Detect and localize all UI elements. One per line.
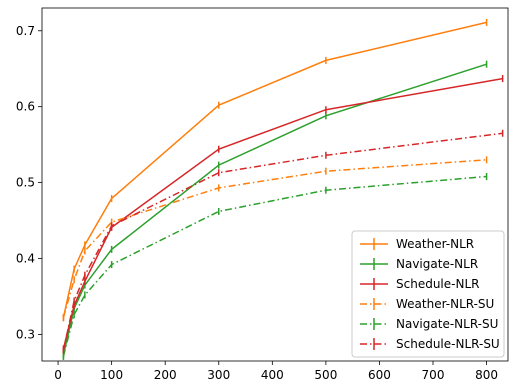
x-tick-label: 0 xyxy=(54,368,62,382)
y-tick-label: 0.7 xyxy=(16,24,35,38)
y-axis: 0.3 0.4 0.5 0.6 0.7 xyxy=(16,24,42,341)
series-weather-nlr-su xyxy=(62,156,488,322)
legend-entry-weather-nlr-su: Weather-NLR-SU xyxy=(360,297,494,311)
legend-entry-navigate-nlr-su: Navigate-NLR-SU xyxy=(360,317,498,331)
x-tick-label: 700 xyxy=(422,368,445,382)
x-tick-label: 300 xyxy=(207,368,230,382)
legend-label: Navigate-NLR-SU xyxy=(396,317,498,331)
legend-box xyxy=(351,230,505,358)
y-tick-label: 0.6 xyxy=(16,100,35,114)
legend-entry-schedule-nlr: Schedule-NLR xyxy=(360,277,479,291)
x-tick-label: 800 xyxy=(475,368,498,382)
x-tick-label: 600 xyxy=(368,368,391,382)
x-axis: 0 100 200 300 400 500 600 700 800 xyxy=(54,361,498,382)
y-tick-label: 0.5 xyxy=(16,176,35,190)
series-navigate-nlr-su xyxy=(62,173,488,360)
legend-label: Schedule-NLR-SU xyxy=(396,337,500,351)
legend-entry-navigate-nlr: Navigate-NLR xyxy=(360,257,478,271)
legend: Weather-NLR Navigate-NLR Schedule-NLR Weath… xyxy=(351,230,505,358)
legend-label: Navigate-NLR xyxy=(396,257,478,271)
y-tick-label: 0.3 xyxy=(16,327,35,341)
x-tick-label: 100 xyxy=(100,368,123,382)
legend-entry-schedule-nlr-su: Schedule-NLR-SU xyxy=(360,337,500,351)
x-tick-label: 500 xyxy=(314,368,337,382)
legend-label: Weather-NLR xyxy=(396,237,474,251)
legend-entry-weather-nlr: Weather-NLR xyxy=(360,237,474,251)
legend-label: Weather-NLR-SU xyxy=(396,297,494,311)
x-tick-label: 200 xyxy=(154,368,177,382)
series-layer xyxy=(62,18,504,360)
legend-label: Schedule-NLR xyxy=(396,277,479,291)
x-tick-label: 400 xyxy=(261,368,284,382)
plot-frame xyxy=(41,7,509,362)
series-schedule-nlr-su xyxy=(62,129,504,354)
y-tick-label: 0.4 xyxy=(16,252,35,266)
